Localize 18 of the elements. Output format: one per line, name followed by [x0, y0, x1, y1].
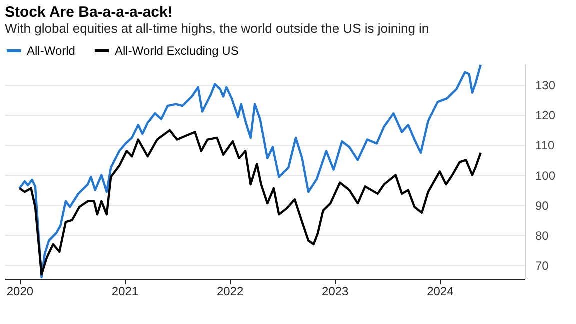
y-tick-label: 70	[536, 258, 550, 273]
legend-label: All-World Excluding US	[115, 44, 239, 58]
x-tick-label: 2020	[6, 284, 34, 298]
chart-subtitle: With global equities at all-time highs, the world outside the US is joining in	[5, 21, 430, 36]
y-tick-label: 100	[536, 168, 556, 183]
line-series	[18, 129, 482, 276]
y-tick-label: 110	[536, 138, 555, 153]
y-tick-label: 120	[536, 108, 556, 123]
x-tick-label: 2023	[322, 284, 350, 298]
line-series	[18, 64, 482, 279]
y-tick-label: 80	[536, 228, 550, 243]
x-tick-label: 2021	[112, 284, 139, 298]
x-tick-label: 2024	[427, 284, 454, 298]
chart-title: Stock Are Ba-a-a-a-ack!	[5, 4, 173, 21]
x-tick-label: 2022	[216, 284, 244, 298]
y-tick-label: 130	[536, 78, 556, 93]
y-tick-label: 90	[536, 198, 550, 213]
legend-label: All-World	[27, 44, 76, 58]
